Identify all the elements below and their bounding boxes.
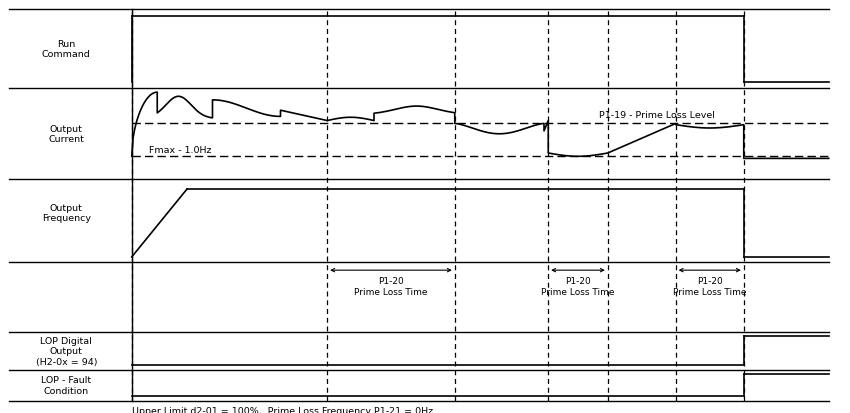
- Text: Output
Current: Output Current: [48, 125, 84, 144]
- Text: Upper Limit d2-01 = 100%,  Prime Loss Frequency P1-21 = 0Hz: Upper Limit d2-01 = 100%, Prime Loss Fre…: [132, 406, 433, 413]
- Text: P1-20
Prime Loss Time: P1-20 Prime Loss Time: [354, 277, 428, 296]
- Text: Output
Frequency: Output Frequency: [42, 203, 91, 222]
- Text: P1-19 - Prime Loss Level: P1-19 - Prime Loss Level: [599, 111, 715, 120]
- Text: P1-20
Prime Loss Time: P1-20 Prime Loss Time: [541, 277, 615, 296]
- Text: P1-20
Prime Loss Time: P1-20 Prime Loss Time: [673, 277, 746, 296]
- Text: LOP Digital
Output
(H2-0x = 94): LOP Digital Output (H2-0x = 94): [36, 336, 97, 366]
- Text: Run
Command: Run Command: [42, 40, 91, 59]
- Text: Fmax - 1.0Hz: Fmax - 1.0Hz: [149, 145, 212, 154]
- Text: LOP - Fault
Condition: LOP - Fault Condition: [42, 375, 91, 395]
